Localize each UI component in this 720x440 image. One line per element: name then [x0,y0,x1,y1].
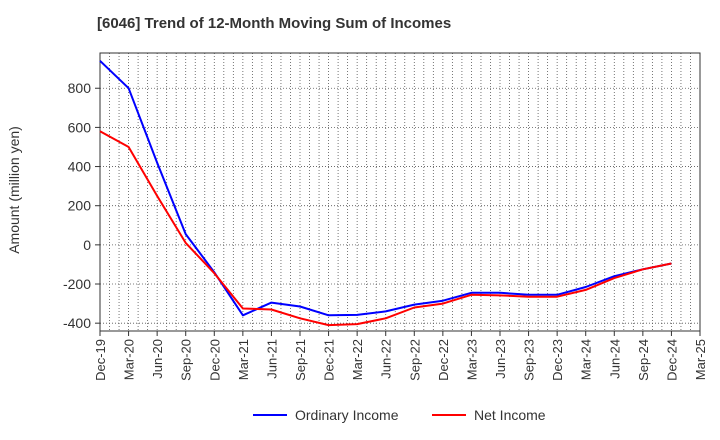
y-tick-label: 400 [68,159,92,175]
x-tick-label: Dec-19 [93,339,108,381]
axes [95,52,701,336]
y-tick-label: -400 [63,315,91,331]
y-tick-label: 0 [83,237,91,253]
grid-lines [100,53,700,331]
x-tick-label: Dec-20 [207,339,222,381]
chart-title: [6046] Trend of 12-Month Moving Sum of I… [97,15,452,32]
series-line-net-income [99,130,672,327]
plot-frame [99,52,701,332]
tick-labels: -400 -200 0 200 400 600 800 Dec-19 Mar-20 Jun-20 S… [63,80,708,381]
x-tick-label: Sep-23 [522,339,537,381]
x-tick-label: Sep-21 [293,339,308,381]
series-lines [99,60,672,327]
y-tick-label: 200 [68,198,92,214]
x-tick-label: Sep-22 [407,339,422,381]
x-tick-label: Mar-20 [122,339,137,380]
x-tick-label: Mar-24 [579,339,594,380]
legend-label-ordinary-income: Ordinary Income [295,407,399,423]
x-tick-label: Mar-25 [693,339,708,380]
x-tick-label: Sep-20 [179,339,194,381]
series-line-ordinary-income [99,60,672,317]
x-tick-label: Dec-23 [550,339,565,381]
x-tick-label: Mar-23 [464,339,479,380]
x-tick-label: Jun-20 [150,339,165,379]
x-tick-label: Mar-21 [236,339,251,380]
y-axis-label: Amount (million yen) [6,126,22,254]
x-tick-label: Dec-21 [322,339,337,381]
legend-item-net-income: Net Income [432,404,546,426]
legend-label-net-income: Net Income [474,407,546,423]
x-tick-label: Jun-21 [264,339,279,379]
legend: Ordinary Income Net Income [0,404,720,428]
legend-item-ordinary-income: Ordinary Income [253,404,398,426]
x-tick-label: Dec-24 [664,339,679,381]
y-tick-label: 600 [68,119,92,135]
y-tick-label: -200 [63,276,91,292]
legend-swatch-net-income [432,414,466,416]
x-tick-label: Jun-22 [379,339,394,379]
y-tick-label: 800 [68,80,92,96]
x-tick-label: Sep-24 [636,339,651,381]
x-tick-label: Dec-22 [436,339,451,381]
x-tick-label: Jun-23 [493,339,508,379]
x-tick-label: Mar-22 [350,339,365,380]
x-tick-label: Jun-24 [607,339,622,379]
legend-swatch-ordinary-income [253,414,287,416]
